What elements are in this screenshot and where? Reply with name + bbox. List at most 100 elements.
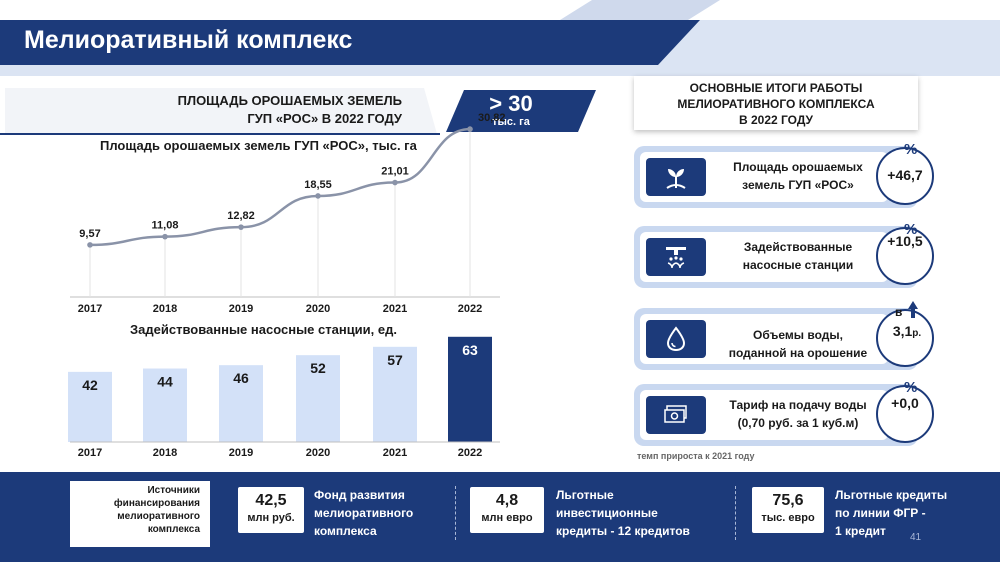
result-circle: в 3,1р. [876,301,934,367]
financing-desc-line: 1 кредит [835,524,886,538]
results-heading-line-2: МЕЛИОРАТИВНОГО КОМПЛЕКСА [677,97,875,111]
sprout-icon [646,158,706,196]
result-value: +10,5 [887,233,923,249]
result-card-line-2: земель ГУП «РОС» [742,178,854,192]
result-card-line-2: (0,70 руб. за 1 куб.м) [737,416,859,430]
up-arrow-icon [908,301,918,309]
result-value: +46,7 [887,167,923,183]
financing-value: 4,8 [495,492,519,509]
line-chart-point [467,126,473,132]
header-accent [560,0,720,20]
bar-chart-tick-label: 2018 [153,447,177,459]
water-drop-icon [646,320,706,358]
section-heading-underline [0,133,440,135]
financing-label-line-2: финансирования [113,498,200,509]
section-heading-line-2: ГУП «РОС» В 2022 ГОДУ [247,111,402,126]
bar-chart-bar [296,355,340,442]
page-number: 41 [910,532,922,543]
line-chart-data-label: 30,82 [478,112,506,124]
bar-chart-tick-label: 2021 [383,447,407,459]
divider [455,486,456,540]
result-card-text: Объемы воды, поданной на орошение [708,326,888,362]
line-chart-tick-label: 2017 [78,303,102,315]
line-chart-point [162,233,168,240]
result-value: 3,1 [892,323,913,339]
bar-chart-data-label: 42 [82,377,98,393]
result-card-text: Тариф на подачу воды (0,70 руб. за 1 куб… [708,396,888,432]
up-arrow-shaft [911,308,915,318]
bar-chart-data-label: 46 [233,370,249,386]
bar-chart-bar [68,371,112,442]
line-chart-point [238,224,244,230]
line-chart-data-label: 11,08 [152,220,179,232]
results-heading: ОСНОВНЫЕ ИТОГИ РАБОТЫ МЕЛИОРАТИВНОГО КОМ… [634,76,918,130]
result-card-line-1: Тариф на подачу воды [729,398,867,412]
result-card-body: Объемы воды, поданной на орошение [640,314,888,364]
financing-desc-line: Льготные кредиты [835,488,948,502]
divider [735,486,736,540]
header-top-strip [0,0,1000,20]
result-card-body: Тариф на подачу воды (0,70 руб. за 1 куб… [640,390,888,440]
bar-chart-tick-label: 2017 [78,447,102,459]
bar-chart-bar [448,336,492,442]
area-badge-unit: тыс. га [492,116,530,128]
result-card-line-1: Задействованные [743,240,853,254]
financing-desc-line: комплекса [314,524,377,538]
financing-sources-label: Источники финансирования мелиоративного … [70,481,210,547]
bar-chart-data-label: 44 [157,374,173,390]
title-bar [0,20,700,65]
line-chart-tick-label: 2021 [383,303,407,315]
results-heading-line-1: ОСНОВНЫЕ ИТОГИ РАБОТЫ [689,81,863,95]
financing-unit: млн руб. [247,512,295,524]
financing-label-line-3: мелиоративного [117,511,200,522]
line-chart-series [89,127,471,247]
line-chart-data-label: 21,01 [381,166,409,178]
percent-mark: % [904,221,918,238]
financing-unit: тыс. евро [761,512,815,524]
financing-desc-line: кредиты - 12 кредитов [556,524,690,538]
line-chart-tick-label: 2020 [306,303,330,315]
result-card-text: Площадь орошаемых земель ГУП «РОС» [708,158,888,194]
page-title: Мелиоративный комплекс [24,26,353,54]
bar-chart-data-label: 63 [462,342,478,358]
financing-desc-1: Фонд развития мелиоративного комплекса [314,486,413,540]
financing-label-line-4: комплекса [147,524,200,535]
bar-chart-tick-label: 2020 [306,447,330,459]
line-chart-title: Площадь орошаемых земель ГУП «РОС», тыс.… [100,138,417,153]
financing-desc-3: Льготные кредиты по линии ФГР - 1 кредит [835,486,947,540]
result-card-line-2: поданной на орошение [728,346,868,360]
bar-chart-tick-label: 2019 [229,447,253,459]
line-chart-data-label: 12,82 [227,210,255,222]
area-badge-value: > 30 [489,91,533,116]
financing-amount-3: 75,6 тыс. евро [752,487,824,533]
financing-label-line-1: Источники [147,485,200,496]
area-badge: > 30 тыс. га [446,90,596,132]
bar-chart-tick-label: 2022 [458,447,482,459]
line-chart-data-label: 18,55 [304,179,332,191]
bar-chart-bar [373,346,417,442]
bar-chart-bar [143,368,187,442]
result-card-tariff: Тариф на подачу воды (0,70 руб. за 1 куб… [634,379,934,446]
footnote: темп прироста к 2021 году [637,451,755,461]
financing-desc-line: инвестиционные [556,506,658,520]
section-heading: ПЛОЩАДЬ ОРОШАЕМЫХ ЗЕМЕЛЬ ГУП «РОС» В 202… [50,92,402,128]
financing-value: 75,6 [772,492,804,509]
financing-value: 42,5 [255,492,287,509]
result-prefix: в [895,305,903,319]
line-chart-tick-label: 2019 [229,303,253,315]
result-card-line-1: Площадь орошаемых [733,160,863,174]
result-card-line-1: Объемы воды, [753,328,843,342]
financing-desc-line: по линии ФГР - [835,506,926,520]
financing-desc-2: Льготные инвестиционные кредиты - 12 кре… [556,486,690,540]
line-chart-point [315,193,321,199]
percent-mark: % [904,379,918,396]
result-circle: % +46,7 [876,141,934,205]
financing-amount-2: 4,8 млн евро [470,487,544,533]
result-suffix: р. [912,328,922,339]
result-value: +0,0 [891,395,919,411]
financing-desc-line: Фонд развития [314,488,405,502]
result-card-irrigated-area: Площадь орошаемых земель ГУП «РОС» % +46… [634,141,934,208]
results-heading-line-3: В 2022 ГОДУ [738,113,813,127]
section-heading-box [5,88,437,134]
result-circle: % +10,5 [876,221,934,285]
